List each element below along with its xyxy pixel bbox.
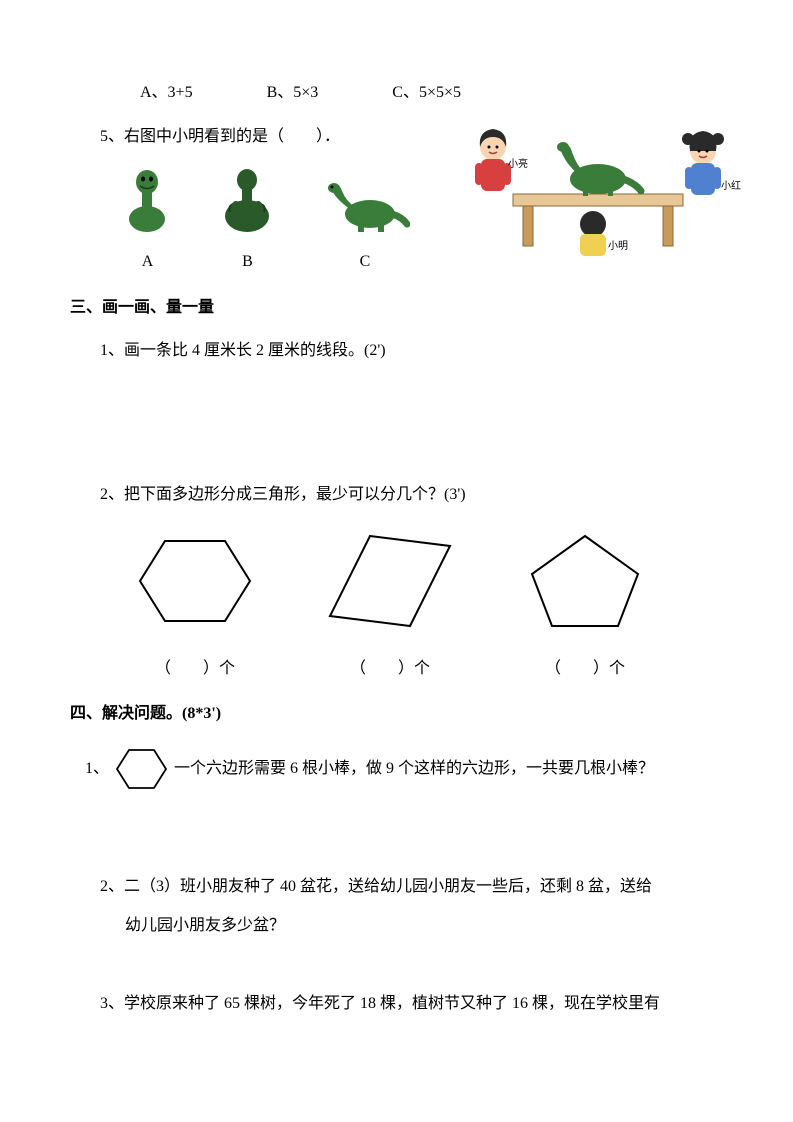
option-a: A、3+5 [140, 80, 193, 106]
s4-q3: 3、学校原来种了 65 棵树，今年死了 18 棵，植树节又种了 16 棵，现在学… [70, 988, 723, 1020]
hexagon-box: （ ）个 [130, 526, 260, 682]
blank-space-3 [70, 948, 723, 988]
option-b: B、5×3 [267, 80, 319, 106]
dino-choices: A B C [120, 164, 410, 275]
section4-header: 四、解决问题。(8*3') [70, 701, 723, 727]
dino-choice-a: A [120, 164, 175, 275]
blank-space-1 [70, 382, 723, 482]
s4-q2: 2、二（3）班小朋友种了 40 盆花，送给幼儿园小朋友一些后，还剩 8 盆，送给 [70, 871, 723, 903]
label-c: C [360, 249, 371, 275]
rhombus-blank: （ ）个 [350, 656, 430, 682]
hexagon-icon [130, 526, 260, 636]
s3-q2: 2、把下面多边形分成三角形，最少可以分几个？(3') [70, 482, 723, 508]
scene-label-left: 小亮 [508, 157, 528, 170]
dino-back-icon [220, 164, 275, 234]
pentagon-box: （ ）个 [520, 526, 650, 682]
scene-illustration: 小亮 小明 小红 [453, 119, 743, 259]
s3-q1: 1、画一条比 4 厘米长 2 厘米的线段。(2') [70, 338, 723, 364]
dino-side-icon [320, 179, 410, 234]
section3-header: 三、画一画、量一量 [70, 295, 723, 321]
dino-front-icon [120, 164, 175, 234]
rhombus-icon [325, 526, 455, 636]
inline-hexagon-icon [114, 745, 169, 793]
rhombus-box: （ ）个 [325, 526, 455, 682]
q5-images-row: A B C [70, 164, 723, 275]
s4-q1-prefix: 1、 [85, 756, 109, 782]
scene-label-right: 小红 [721, 179, 741, 192]
pentagon-blank: （ ）个 [545, 656, 625, 682]
q4-options: A、3+5 B、5×3 C、5×5×5 [70, 80, 723, 106]
label-b: B [242, 249, 253, 275]
hexagon-blank: （ ）个 [155, 656, 235, 682]
shapes-row: （ ）个 （ ）个 （ ）个 [70, 526, 723, 682]
dino-choice-c: C [320, 179, 410, 275]
blank-space-2 [70, 811, 723, 871]
option-c: C、5×5×5 [392, 80, 461, 106]
s4-q2b: 幼儿园小朋友多少盆？ [70, 913, 723, 939]
pentagon-icon [520, 526, 650, 636]
label-a: A [142, 249, 154, 275]
s4-q1-text: 一个六边形需要 6 根小棒，做 9 个这样的六边形，一共要几根小棒？ [174, 756, 654, 782]
dino-choice-b: B [220, 164, 275, 275]
s4-q1-line: 1、 一个六边形需要 6 根小棒，做 9 个这样的六边形，一共要几根小棒？ [70, 745, 723, 793]
scene-label-mid: 小明 [608, 240, 628, 252]
